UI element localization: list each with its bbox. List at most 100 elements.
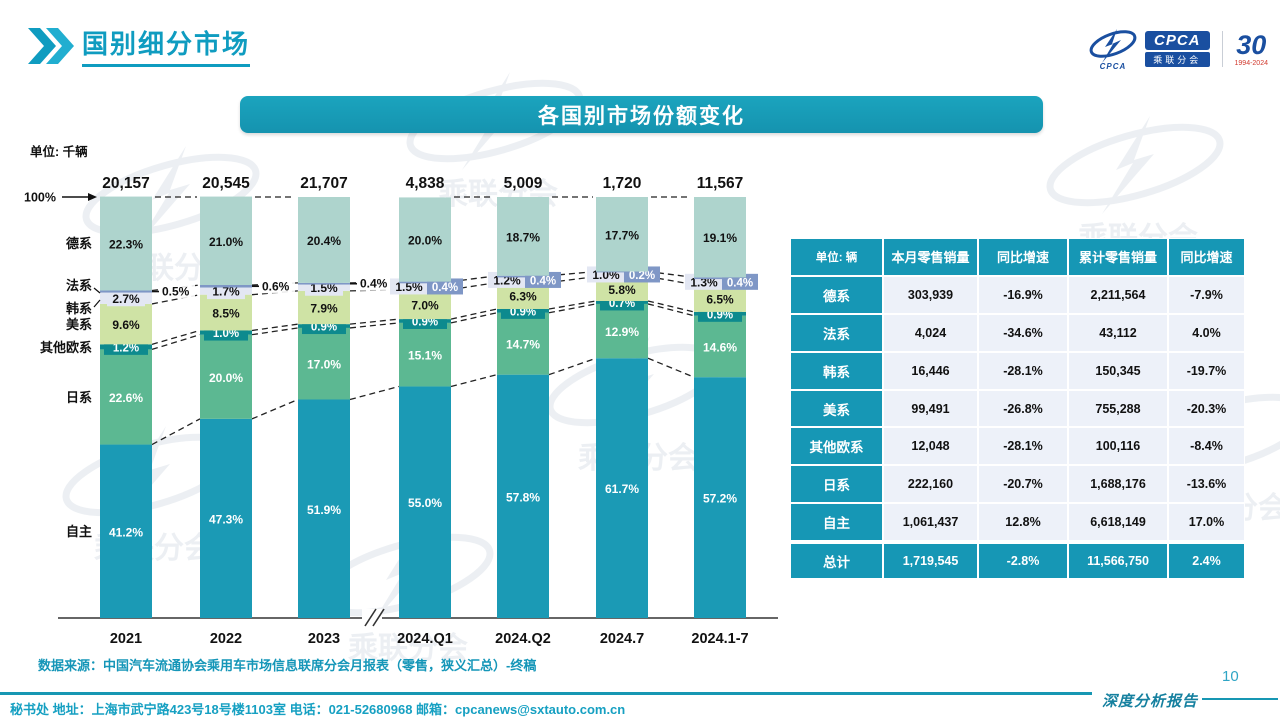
boundary-dash	[349, 288, 400, 292]
table-data-cell: -7.9%	[1168, 275, 1245, 314]
table-header-cell: 单位: 辆	[790, 238, 883, 276]
segment-label: 1.0%	[592, 268, 620, 282]
segment-德系-2024.Q1	[399, 197, 451, 282]
cpca-swoosh-icon: CPCA	[1089, 29, 1137, 70]
segment-label: 57.8%	[506, 490, 540, 504]
badge	[427, 278, 463, 295]
segment-label: 0.4%	[360, 277, 388, 291]
axis-break	[362, 609, 382, 627]
segment-德系-2021	[100, 196, 152, 291]
table-data-cell: 12.8%	[978, 503, 1068, 542]
bar-total: 20,545	[202, 175, 250, 192]
segment-自主-2023	[298, 399, 350, 618]
segment-label: 0.4%	[727, 277, 753, 289]
segment-德系-2024.Q2	[497, 197, 549, 276]
table-header-cell: 同比增速	[978, 238, 1068, 276]
category-label-自主: 自主	[66, 524, 92, 539]
badge	[302, 318, 346, 335]
segment-美系-2023	[298, 290, 350, 325]
boundary-dash	[251, 398, 299, 420]
callout-bg	[160, 283, 195, 299]
segment-label: 2.7%	[112, 292, 140, 306]
segment-日系-2024.Q1	[399, 322, 451, 387]
segment-label: 55.0%	[408, 496, 442, 510]
segment-韩系-2024.Q2	[497, 277, 549, 283]
boundary-dash	[548, 275, 597, 284]
footer-rule	[0, 692, 1092, 695]
bar-total: 20,157	[102, 175, 149, 192]
segment-法系-2024.Q2	[497, 275, 549, 278]
watermark	[390, 66, 610, 216]
segment-label: 47.3%	[209, 512, 243, 526]
segment-韩系-2024.Q1	[399, 283, 451, 290]
x-tick-label: 2024.7	[600, 631, 644, 647]
segment-label: 5.8%	[608, 283, 636, 297]
segment-label: 0.4%	[432, 282, 458, 294]
segment-日系-2024.1-7	[694, 315, 746, 378]
unit-label: 单位: 千辆	[30, 144, 88, 159]
segment-label: 12.9%	[605, 325, 639, 339]
segment-label: 6.3%	[509, 290, 537, 304]
segment-label: 1.3%	[690, 275, 718, 289]
double-chevron-icon	[28, 27, 74, 64]
segment-label: 0.9%	[412, 316, 438, 328]
report-rule	[1202, 698, 1278, 700]
bar-total: 1,720	[603, 175, 642, 192]
table-data-cell: 43,112	[1068, 313, 1168, 352]
segment-其他欧系-2024.1-7	[694, 311, 746, 316]
badge	[104, 338, 148, 355]
segment-label: 51.9%	[307, 503, 341, 517]
logo-divider	[1221, 31, 1223, 67]
segment-其他欧系-2022	[200, 330, 252, 335]
axis-break-mark	[372, 608, 385, 627]
segment-韩系-2022	[200, 287, 252, 295]
category-label-其他欧系: 其他欧系	[40, 340, 92, 355]
badge	[403, 312, 447, 329]
table-total-cell: 2.4%	[1168, 541, 1245, 580]
badge	[624, 266, 660, 283]
segment-法系-2023	[298, 282, 350, 285]
segment-label: 19.1%	[703, 231, 737, 245]
table-row-label: 法系	[790, 313, 883, 352]
segment-自主-2024.7	[596, 358, 648, 618]
segment-美系-2024.1-7	[694, 284, 746, 312]
watermark	[530, 330, 750, 480]
segment-韩系-2024.7	[596, 272, 648, 277]
table-data-cell: 100,116	[1068, 427, 1168, 466]
boundary-dash	[548, 357, 597, 376]
segment-label: 9.6%	[112, 318, 140, 332]
segment-美系-2024.Q1	[399, 289, 451, 320]
table-row-label: 美系	[790, 389, 883, 428]
segment-自主-2021	[100, 444, 152, 618]
badge	[204, 324, 248, 341]
segment-德系-2022	[200, 196, 252, 285]
segment-label: 22.3%	[109, 238, 143, 252]
axis-break-mark	[364, 608, 377, 627]
table-data-cell: 2,211,564	[1068, 275, 1168, 314]
boundary-dash	[450, 374, 498, 388]
logo-anniversary-30: 30	[1236, 29, 1267, 60]
data-source-note: 数据来源：中国汽车流通协会乘用车市场信息联席分会月报表（零售，狭义汇总）-终稿	[38, 658, 537, 673]
boundary-dash	[251, 282, 299, 286]
watermark	[300, 520, 520, 670]
watermark	[66, 140, 286, 290]
category-label-美系: 美系	[66, 317, 92, 332]
segment-label: 20.0%	[209, 371, 243, 385]
table-header-cell: 累计零售销量	[1068, 238, 1168, 276]
header: 国别细分市场	[28, 24, 251, 67]
segment-label: 1.0%	[213, 328, 239, 340]
boundary-dash	[647, 357, 695, 378]
segment-日系-2023	[298, 327, 350, 400]
segment-德系-2023	[298, 197, 350, 283]
segment-法系-2024.1-7	[694, 277, 746, 280]
cpca-logo: CPCA CPCA 乘联分会 30 1994-2024	[1088, 28, 1268, 70]
x-tick-label: 2021	[110, 631, 142, 647]
boundary-dash	[548, 270, 597, 277]
segment-label: 0.6%	[262, 279, 290, 293]
segment-label: 18.7%	[506, 230, 540, 244]
badge	[501, 302, 545, 319]
table-row-label: 自主	[790, 503, 883, 542]
table-row-label: 其他欧系	[790, 427, 883, 466]
table-data-cell: -20.7%	[978, 465, 1068, 504]
